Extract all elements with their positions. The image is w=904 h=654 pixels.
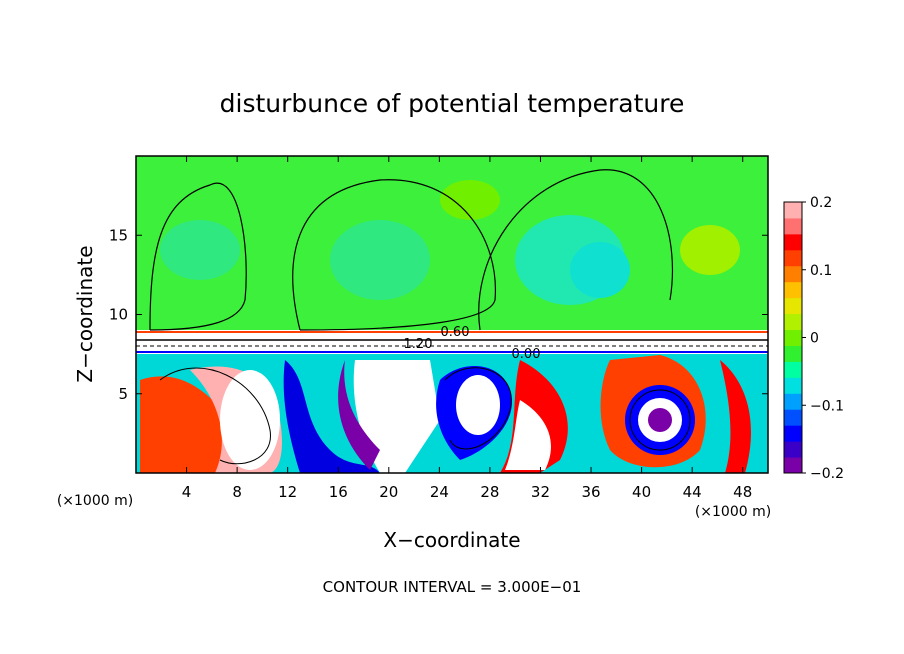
contour-interval-note: CONTOUR INTERVAL = 3.000E−01 (323, 578, 582, 596)
colorbar-swatch (784, 281, 802, 299)
cool-patch (160, 220, 240, 280)
contour-label: 1.20 (404, 337, 433, 352)
colorbar-swatch (784, 345, 802, 362)
x-tick-label: 44 (683, 483, 702, 501)
x-tick-label: 48 (733, 483, 752, 501)
colorbar-tick-label: 0.1 (810, 263, 832, 279)
x-tick-label: 20 (379, 483, 398, 501)
cold-core (456, 375, 500, 435)
x-tick-label: 36 (581, 483, 600, 501)
colorbar-swatch (784, 361, 802, 378)
x-unit-left: (×1000 m) (57, 493, 133, 509)
x-tick-label: 40 (632, 483, 651, 501)
warm-core (353, 360, 440, 473)
contour-line (292, 179, 497, 331)
x-axis: 4 8 12 16 20 24 28 32 36 40 44 48 (182, 156, 752, 501)
warm-patch (680, 225, 740, 275)
colorbar-swatch (784, 233, 802, 251)
ring-core (648, 408, 672, 432)
plot-area (136, 156, 768, 473)
colorbar-swatch (784, 313, 802, 331)
x-tick-label: 32 (531, 483, 550, 501)
colorbar-swatch (784, 409, 802, 426)
y-axis: 5 10 15 (109, 226, 768, 403)
x-axis-label: X−coordinate (383, 528, 520, 552)
colorbar-swatch (784, 202, 802, 219)
colorbar: 0.2 0.1 0 −0.1 −0.2 (783, 195, 844, 482)
x-tick-label: 28 (480, 483, 499, 501)
colorbar-tick-label: 0 (810, 331, 819, 347)
y-tick-label: 15 (109, 226, 128, 244)
x-unit-right: (×1000 m) (695, 504, 771, 520)
colorbar-swatch (784, 425, 802, 442)
x-tick-label: 24 (430, 483, 449, 501)
y-axis-label: Z−coordinate (73, 245, 97, 382)
warm-patch (440, 180, 500, 220)
y-tick-label: 5 (118, 385, 128, 403)
contour-label: 0.60 (441, 325, 470, 340)
contour-line (159, 367, 271, 465)
contour-line (629, 389, 691, 451)
x-tick-label: 16 (329, 483, 348, 501)
colorbar-swatch (784, 457, 802, 474)
contour-line (444, 367, 512, 450)
colorbar-swatch (784, 249, 802, 267)
colorbar-swatch (784, 297, 802, 315)
warm-core (220, 370, 280, 470)
chart-title: disturbunce of potential temperature (220, 89, 685, 118)
x-tick-label: 8 (232, 483, 242, 501)
cold-band (338, 360, 380, 470)
interface-layer (136, 330, 768, 354)
cool-patch (330, 220, 430, 300)
y-tick-label: 10 (109, 306, 128, 324)
colorbar-swatch (784, 441, 802, 458)
x-tick-label: 12 (278, 483, 297, 501)
warm-band (720, 360, 751, 473)
cool-patch (570, 242, 630, 298)
warm-core (505, 400, 551, 470)
contour-label: 0.00 (512, 347, 541, 362)
colorbar-tick-label: 0.2 (810, 195, 832, 211)
cold-band (283, 360, 380, 473)
contour-line (478, 169, 673, 331)
colorbar-tick-label: −0.1 (810, 398, 844, 414)
colorbar-swatch (784, 265, 802, 283)
colorbar-swatch (784, 393, 802, 410)
colorbar-tick-label: −0.2 (810, 466, 844, 482)
x-tick-label: 4 (182, 483, 192, 501)
colorbar-swatch (784, 377, 802, 394)
contour-line (149, 182, 247, 331)
colorbar-swatch (784, 217, 802, 235)
colorbar-swatch (784, 329, 802, 346)
